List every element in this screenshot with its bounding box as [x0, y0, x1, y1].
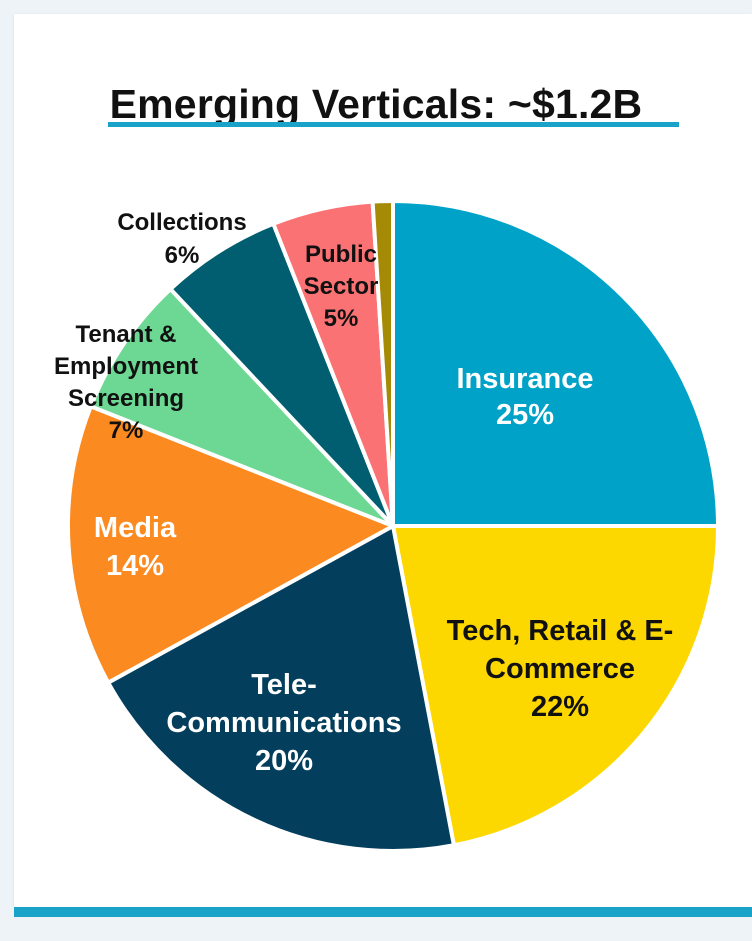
data-label-line: 5% — [324, 305, 359, 332]
pie-slice-other — [370, 198, 395, 528]
pie-slice-insurance — [391, 199, 720, 528]
pie-slice-tech-retail-e-commerce — [391, 524, 720, 848]
chart-title: Emerging Verticals: ~$1.2B — [109, 81, 643, 127]
data-label-line: 22% — [531, 691, 589, 723]
data-label-line: 25% — [496, 399, 554, 431]
data-label-tenant-employment-screening: Tenant & Employment Screening 7% — [54, 321, 198, 444]
bottom-accent-bar — [14, 907, 752, 917]
data-label-line: Collections — [117, 209, 246, 236]
pie-labels: Insurance 25% Tech, Retail & E- Commerce 22%… — [54, 209, 673, 777]
data-label-line: 7% — [109, 417, 144, 444]
data-label-line: Tele- — [251, 669, 317, 701]
pie-slice-collections — [168, 221, 395, 528]
data-label-line: Tech, Retail & E- — [447, 615, 674, 647]
data-label-media: Media 14% — [94, 512, 177, 582]
data-label-line: 14% — [106, 550, 164, 582]
pie-slice-tenant-employment-screening — [88, 287, 395, 528]
data-label-line: 20% — [255, 745, 313, 777]
data-label-line: Insurance — [457, 363, 594, 395]
pie-slice-media — [66, 404, 395, 685]
data-label-tech-retail-e-commerce: Tech, Retail & E- Commerce 22% — [447, 615, 674, 723]
data-label-line: Media — [94, 512, 177, 544]
pie-slices — [66, 198, 720, 853]
data-label-line: Sector — [304, 273, 379, 300]
data-label-collections: Collections 6% — [117, 209, 246, 269]
data-label-line: Screening — [68, 385, 184, 412]
data-label-line: Commerce — [485, 653, 635, 685]
data-label-line: Public — [305, 241, 377, 268]
data-label-tele-communications: Tele- Communications 20% — [166, 669, 401, 777]
data-label-insurance: Insurance 25% — [457, 363, 594, 431]
title-underline — [108, 122, 679, 127]
data-label-line: Tenant & — [76, 321, 177, 348]
data-label-line: 6% — [165, 242, 200, 269]
pie-slice-tele-communications — [106, 524, 456, 853]
data-label-line: Communications — [166, 707, 401, 739]
data-label-line: Employment — [54, 353, 198, 380]
data-label-public-sector: Public Sector 5% — [304, 241, 379, 332]
